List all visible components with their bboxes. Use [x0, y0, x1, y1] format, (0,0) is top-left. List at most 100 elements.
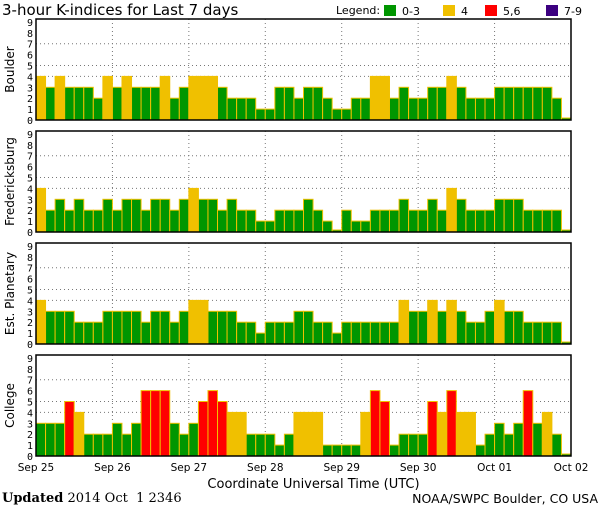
bar: [494, 86, 505, 121]
bar: [92, 321, 104, 345]
legend-swatch: [485, 5, 497, 16]
y-tick-label: 2: [27, 94, 33, 105]
bar: [150, 310, 161, 345]
x-tick-label: Sep 27: [171, 462, 208, 474]
bar: [522, 321, 534, 345]
bar: [245, 321, 257, 345]
bar: [236, 321, 247, 345]
updated-label: Updated: [2, 491, 64, 506]
bar: [236, 209, 247, 233]
y-tick-label: 1: [27, 441, 33, 452]
bar: [513, 86, 524, 121]
bar: [408, 209, 419, 233]
bar: [341, 209, 352, 233]
bar: [255, 220, 266, 233]
y-tick-label: 8: [27, 29, 33, 40]
bar: [159, 75, 171, 121]
bar: [427, 86, 438, 121]
bar: [217, 209, 228, 233]
y-tick-label: 5: [27, 286, 33, 297]
bar: [226, 198, 238, 233]
bar: [178, 310, 190, 345]
bar: [436, 411, 448, 457]
y-tick-label: 5: [27, 398, 33, 409]
bar: [121, 433, 133, 457]
bar: [522, 86, 534, 121]
bar: [73, 198, 85, 233]
x-tick-label: Oct 02: [554, 462, 589, 474]
bar: [236, 97, 247, 121]
bar: [293, 411, 305, 457]
bar: [131, 86, 142, 121]
bar: [331, 332, 343, 345]
bar: [303, 310, 314, 345]
bar: [408, 310, 419, 345]
bar: [322, 97, 333, 121]
y-tick-label: 4: [27, 408, 33, 419]
bar: [45, 209, 56, 233]
bar: [236, 411, 247, 457]
bar: [121, 75, 133, 121]
panel-frame: [35, 18, 572, 121]
bar: [293, 310, 305, 345]
bar: [207, 310, 219, 345]
bar: [217, 310, 228, 345]
bar: [379, 209, 390, 233]
bar: [169, 422, 180, 457]
bar: [551, 433, 562, 457]
bar: [474, 209, 486, 233]
y-tick-label: 1: [27, 329, 33, 340]
legend-label: 5,6: [503, 5, 521, 18]
bar: [188, 75, 199, 121]
bar: [178, 198, 190, 233]
bar: [111, 310, 123, 345]
bar: [360, 97, 371, 121]
bar: [427, 198, 438, 233]
bar: [436, 310, 448, 345]
y-tick-label: 6: [27, 275, 33, 286]
bar: [207, 198, 219, 233]
bar: [388, 444, 400, 457]
bar: [427, 299, 438, 345]
bar: [541, 411, 553, 457]
bar: [283, 86, 295, 121]
bar: [54, 75, 66, 121]
bar: [178, 86, 190, 121]
y-tick-label: 7: [27, 152, 33, 163]
bar: [111, 422, 123, 457]
bar: [369, 390, 381, 457]
y-tick-label: 2: [27, 206, 33, 217]
bar: [283, 209, 295, 233]
bar: [245, 97, 257, 121]
bar: [274, 209, 285, 233]
bar: [283, 433, 295, 457]
bar: [178, 433, 190, 457]
bar: [207, 390, 219, 457]
bar: [398, 299, 410, 345]
bar: [350, 220, 362, 233]
bar: [245, 433, 257, 457]
bar: [513, 198, 524, 233]
bar: [427, 401, 438, 457]
bar: [159, 198, 171, 233]
bar: [350, 97, 362, 121]
bar: [474, 444, 486, 457]
bar: [360, 220, 371, 233]
bar: [379, 75, 390, 121]
bar: [293, 97, 305, 121]
y-tick-label: 9: [27, 130, 33, 141]
bar: [197, 198, 209, 233]
bar: [45, 422, 56, 457]
bar: [369, 75, 381, 121]
bar: [102, 75, 113, 121]
bar: [484, 310, 496, 345]
bar: [388, 321, 400, 345]
bar: [188, 187, 199, 233]
panel-frame: [35, 242, 572, 345]
updated-timestamp: Updated 2014 Oct 1 2346: [2, 491, 182, 506]
bar: [398, 433, 410, 457]
bar: [312, 411, 324, 457]
